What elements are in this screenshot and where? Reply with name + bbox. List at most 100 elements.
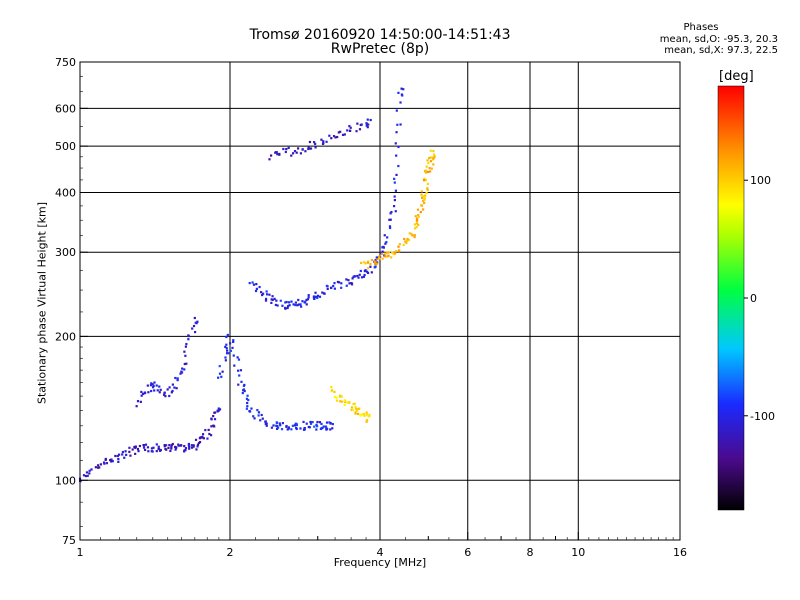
- echo-point: [307, 294, 310, 297]
- echo-point: [292, 303, 295, 306]
- echo-point: [183, 449, 186, 452]
- echo-point: [331, 427, 334, 430]
- echo-point: [390, 210, 393, 214]
- echo-point: [233, 364, 236, 367]
- echo-point: [421, 196, 424, 199]
- echo-point: [271, 298, 274, 302]
- echo-point: [385, 251, 388, 254]
- echo-point: [184, 354, 187, 357]
- echo-point: [306, 298, 310, 301]
- echo-point: [153, 381, 156, 384]
- echo-point: [217, 409, 220, 412]
- echo-point: [355, 408, 358, 411]
- echo-point: [316, 420, 319, 424]
- echo-point: [391, 251, 394, 254]
- echo-point: [167, 446, 170, 450]
- echo-point: [328, 134, 331, 137]
- echo-point: [270, 298, 273, 301]
- echo-point: [415, 225, 418, 229]
- echo-point: [366, 118, 369, 121]
- x-tick-label: 10: [571, 546, 585, 559]
- echo-point: [193, 330, 197, 334]
- echo-point: [225, 352, 229, 355]
- echo-point: [332, 284, 335, 288]
- echo-point: [423, 198, 426, 201]
- echo-point: [417, 215, 420, 219]
- echo-point: [405, 241, 408, 245]
- echo-point: [248, 281, 251, 285]
- echo-point: [308, 426, 311, 429]
- echo-point: [346, 401, 349, 404]
- echo-point: [273, 297, 276, 301]
- echo-point: [237, 369, 240, 372]
- echo-point: [413, 235, 416, 239]
- echo-point: [202, 437, 205, 440]
- echo-point: [236, 356, 239, 359]
- echo-point: [415, 222, 419, 225]
- echo-point: [275, 427, 279, 431]
- echo-point: [274, 303, 277, 307]
- echo-point: [237, 358, 241, 361]
- echo-point: [429, 160, 433, 163]
- echo-point: [315, 423, 318, 426]
- echo-point: [97, 466, 100, 469]
- echo-point: [276, 426, 280, 429]
- echo-point: [322, 425, 325, 428]
- echo-point: [389, 212, 392, 215]
- echo-point: [187, 338, 190, 341]
- echo-point: [169, 449, 172, 453]
- echo-point: [170, 445, 173, 449]
- echo-point: [417, 223, 420, 226]
- x-tick-label: 8: [527, 546, 534, 559]
- echo-point: [370, 258, 373, 262]
- echo-point: [192, 444, 195, 447]
- echo-point: [362, 412, 366, 416]
- echo-point: [180, 444, 183, 447]
- echo-point: [384, 252, 387, 255]
- echo-point: [419, 210, 422, 214]
- echo-point: [297, 303, 300, 306]
- echo-point: [271, 295, 274, 298]
- echo-point: [239, 369, 243, 372]
- echo-point: [426, 187, 429, 190]
- echo-point: [424, 194, 427, 197]
- echo-point: [183, 362, 186, 366]
- echo-point: [351, 277, 354, 280]
- echo-point: [350, 283, 354, 286]
- echo-point: [151, 383, 154, 386]
- echo-point: [163, 445, 166, 448]
- echo-point: [340, 282, 343, 285]
- echo-point: [90, 468, 93, 471]
- echo-point: [345, 278, 348, 281]
- echo-point: [280, 428, 284, 431]
- echo-point: [187, 335, 190, 338]
- echo-point: [366, 261, 370, 264]
- echo-point: [430, 167, 433, 170]
- echo-point: [166, 388, 169, 391]
- y-tick-label: 400: [55, 186, 76, 199]
- echo-point: [183, 445, 186, 448]
- echo-point: [307, 147, 310, 151]
- echo-point: [226, 349, 229, 352]
- echo-point: [325, 284, 328, 287]
- echo-point: [224, 359, 227, 362]
- echo-point: [218, 365, 221, 368]
- echo-point: [402, 88, 405, 91]
- x-tick-label: 6: [464, 546, 471, 559]
- echo-point: [246, 394, 249, 397]
- echo-point: [333, 287, 336, 290]
- echo-point: [218, 408, 222, 411]
- echo-point: [174, 446, 178, 450]
- axis-ticks: 1 2 4 6 8 10 16 75 100 200 300 400 500 600 750: [55, 56, 687, 559]
- y-tick-label: 200: [55, 330, 76, 343]
- echo-point: [295, 422, 298, 426]
- echo-point: [426, 170, 430, 174]
- echo-point: [165, 448, 168, 451]
- echo-point: [392, 252, 395, 256]
- echo-point: [190, 444, 193, 447]
- echo-point: [168, 394, 171, 398]
- echo-point: [270, 426, 273, 429]
- echo-point: [316, 296, 319, 300]
- echo-point: [366, 270, 369, 273]
